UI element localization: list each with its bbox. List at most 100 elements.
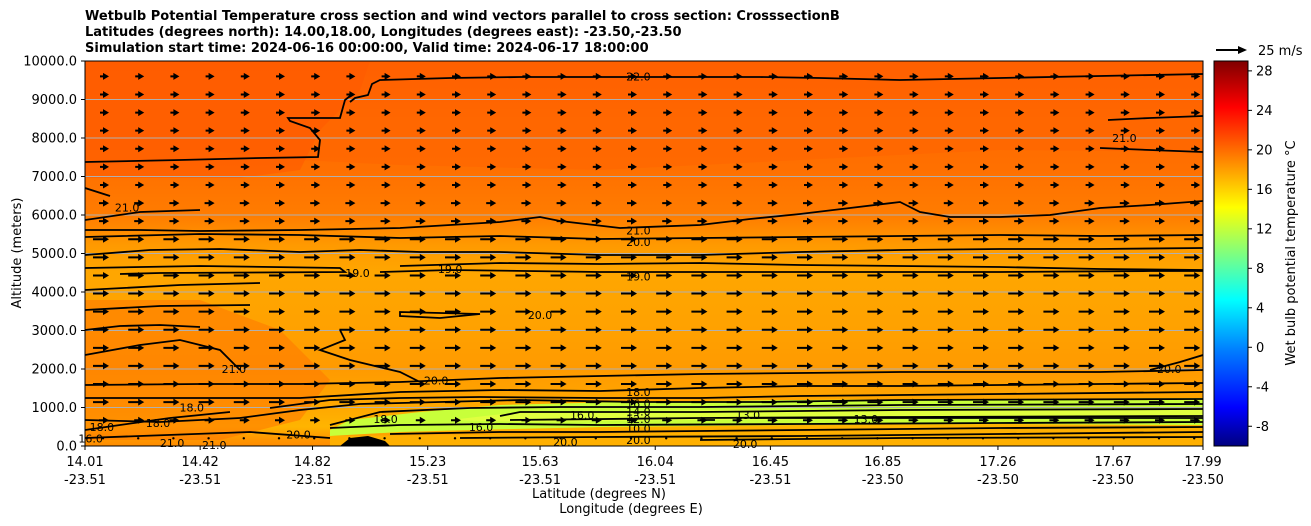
wind-vector (980, 127, 989, 135)
wind-vector (733, 145, 743, 153)
wind-vector (242, 437, 245, 440)
wind-vector (415, 217, 426, 225)
wind-vector (374, 290, 391, 298)
wind-vector (1015, 127, 1025, 135)
wind-vector (1113, 253, 1130, 261)
wind-vector (909, 181, 919, 189)
contour-label: 16.0 (570, 409, 595, 422)
wind-vector (1043, 380, 1060, 388)
wind-vector (768, 90, 778, 98)
wind-vector (656, 253, 673, 261)
wind-vector (339, 362, 356, 370)
wind-vector (803, 217, 813, 225)
contour-label: 13.0 (854, 413, 879, 426)
wind-vector (629, 437, 633, 440)
wind-vector (1119, 199, 1130, 207)
wind-vector (198, 398, 215, 406)
wind-vector (311, 90, 321, 98)
wind-vector (1049, 416, 1060, 424)
wind-vector (1193, 437, 1196, 440)
wind-vector (832, 253, 849, 261)
wind-vector (100, 90, 109, 98)
wind-vector (973, 290, 989, 298)
x-tick-label-lat: 17.26 (979, 455, 1016, 470)
x-tick-label-lat: 17.99 (1184, 455, 1221, 470)
wind-vector (381, 109, 391, 117)
wind-vector (1184, 253, 1201, 261)
contour-label: 21.0 (1112, 132, 1137, 145)
wind-vector (269, 398, 285, 406)
wind-vector (1191, 109, 1201, 117)
wind-vector (1119, 416, 1130, 424)
wind-vector (276, 163, 285, 171)
wind-vector (521, 217, 532, 225)
wind-vector (100, 181, 109, 189)
wind-vector (346, 127, 356, 135)
wind-vector (944, 163, 954, 171)
wind-vector (93, 308, 109, 316)
wind-vector (1156, 72, 1165, 80)
wind-vector (1014, 416, 1025, 424)
x-axis-label-lat: Latitude (degrees N) (532, 487, 666, 502)
wind-vector (656, 235, 673, 243)
wind-vector (797, 271, 813, 279)
wind-vector (946, 437, 949, 440)
wind-vector (873, 217, 884, 225)
wind-vector (621, 235, 637, 243)
wind-vector (277, 437, 281, 440)
wind-vector (415, 199, 426, 207)
contour-label: 18.0 (626, 386, 651, 399)
wind-vector (100, 72, 109, 80)
x-tick-label-lat: 16.45 (752, 455, 789, 470)
wind-vector (902, 290, 919, 298)
wind-vector (980, 72, 989, 80)
wind-vector (1050, 145, 1060, 153)
wind-vector (170, 145, 180, 153)
wind-vector (839, 163, 849, 171)
wind-vector (557, 145, 567, 153)
wind-vector (1149, 290, 1165, 298)
wind-vector (557, 127, 567, 135)
wind-vector (269, 235, 285, 243)
wind-vector (1190, 416, 1201, 424)
wind-vector (515, 326, 532, 334)
wind-vector (761, 398, 778, 406)
contour-16 (239, 398, 1203, 419)
wind-vector (838, 416, 849, 424)
wind-vector (1113, 271, 1130, 279)
wind-vector (409, 326, 426, 334)
wind-vector (902, 271, 919, 279)
wind-vector (345, 217, 356, 225)
x-tick-label-lon: -23.51 (634, 473, 676, 488)
wind-vector (380, 199, 391, 207)
wind-vector (233, 290, 250, 298)
wind-vector (100, 109, 109, 117)
wind-vector (726, 344, 743, 352)
wind-vector (522, 90, 532, 98)
wind-vector (445, 308, 461, 316)
wind-vector (515, 253, 532, 261)
wind-vector (663, 181, 673, 189)
wind-vector (1008, 253, 1025, 261)
wind-vector (768, 72, 778, 80)
contour-label: 20.0 (626, 236, 651, 249)
wind-vector (269, 362, 285, 370)
wind-vector (592, 181, 602, 189)
wind-vector (1191, 72, 1201, 80)
wind-vector (93, 290, 109, 298)
wind-vector (522, 181, 532, 189)
wind-vector (409, 271, 426, 279)
wind-vector (445, 290, 461, 298)
wind-vector (521, 416, 532, 424)
wind-vector (1078, 271, 1095, 279)
wind-vector (170, 109, 180, 117)
contour-label: 20.0 (286, 428, 311, 441)
wind-vector (937, 344, 954, 352)
wind-vector (1191, 163, 1201, 171)
contour-labels: 22.021.021.021.020.019.019.0 19.020.021.0… (78, 70, 1181, 451)
wind-vector (621, 398, 637, 406)
wind-vector (346, 72, 356, 80)
wind-vector (841, 437, 844, 440)
wind-vector (797, 253, 813, 261)
